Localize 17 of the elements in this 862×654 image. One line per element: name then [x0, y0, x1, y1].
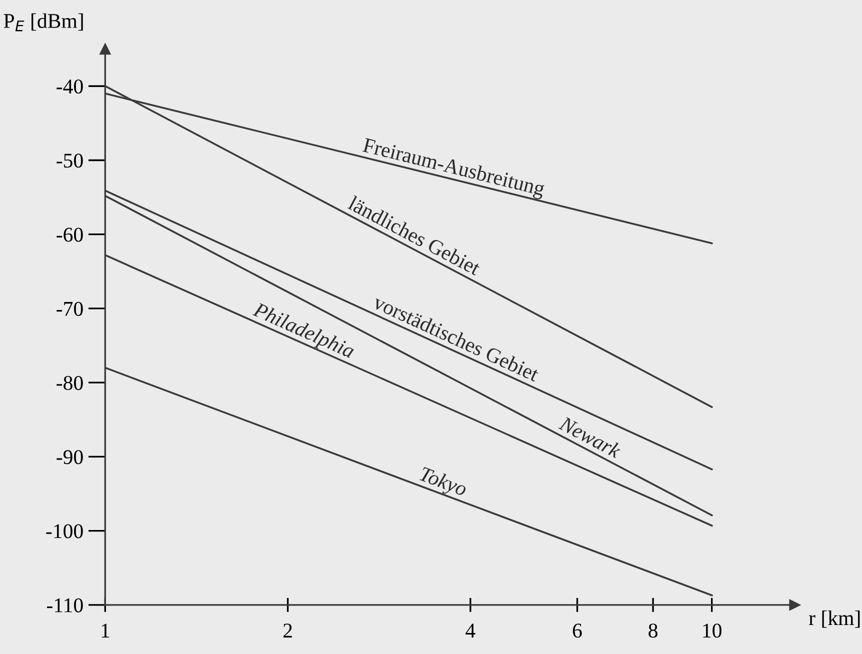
text: Tokyo	[418, 466, 468, 500]
x-tick-label: 6	[572, 624, 582, 638]
y-tick-label: -90	[56, 450, 83, 464]
x-tick-label: 2	[283, 624, 292, 638]
y-tick-label: -80	[56, 376, 83, 390]
y-tick-label: -70	[56, 302, 83, 316]
x-tick-label: 1	[102, 624, 110, 638]
y-tick-label: -100	[46, 524, 83, 538]
x-tick-label: 4	[466, 624, 476, 638]
y-axis-title: P$_{E}$ [dBm]	[4, 13, 83, 32]
y-tick-label: -40	[56, 79, 83, 94]
y-tick-label: -50	[56, 154, 83, 168]
y-tick-label: -60	[56, 228, 83, 242]
x-tick-label: 8	[648, 624, 658, 638]
x-tick-label: 10	[703, 624, 722, 638]
x-axis-title: r [km]	[808, 610, 860, 628]
y-tick-label: -110	[47, 598, 83, 612]
